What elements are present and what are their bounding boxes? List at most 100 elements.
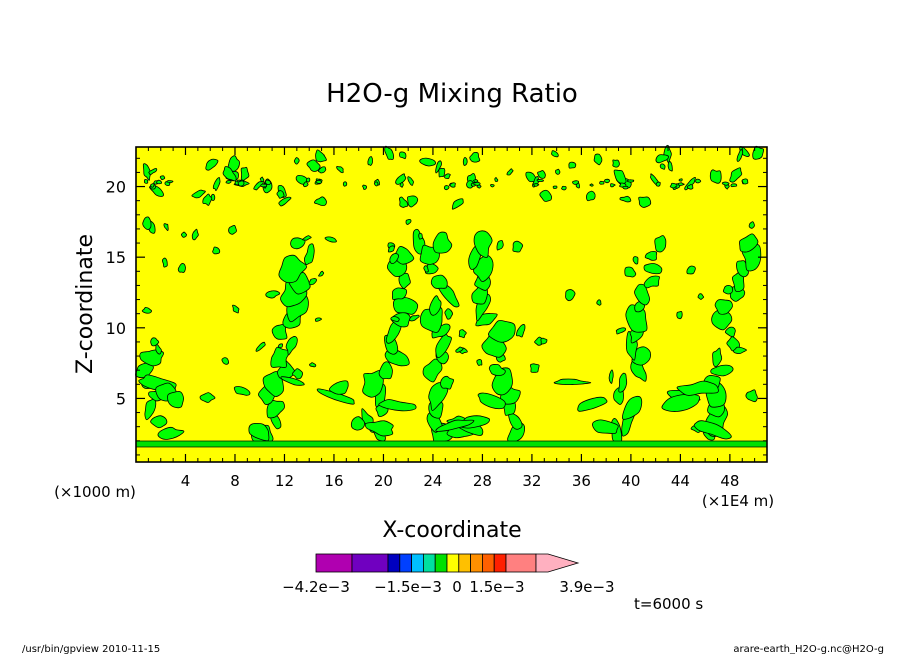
y-tick-label-1: 10 (106, 319, 126, 338)
contour-blob-97 (714, 299, 733, 315)
contour-blob-247 (619, 195, 632, 203)
contour-blob-308 (677, 182, 685, 186)
contour-blob-164 (596, 299, 602, 306)
x-tick-label-11: 48 (720, 472, 739, 490)
y-unit-label: (×1000 m) (54, 483, 136, 501)
plot-frame (135, 146, 768, 463)
contour-blob-103 (199, 392, 216, 403)
contour-blob-2 (144, 398, 157, 421)
x-tick-label-6: 28 (473, 472, 492, 490)
contour-blob-33 (393, 296, 419, 315)
contour-blob-205 (612, 159, 620, 168)
contour-blob-202 (585, 190, 596, 202)
contour-blob-178 (387, 245, 395, 253)
x-tick-label-5: 24 (423, 472, 442, 490)
contour-blob-159 (212, 246, 221, 255)
y-tick-label-0: 5 (116, 389, 126, 408)
contour-blob-136 (389, 253, 400, 265)
contour-blob-236 (469, 151, 481, 163)
y-tick-label-3: 20 (106, 178, 126, 197)
contour-blob-217 (407, 176, 414, 186)
contour-blob-123 (693, 420, 732, 440)
contour-blob-288 (443, 185, 450, 191)
contour-blob-133 (732, 346, 747, 355)
contour-blob-114 (248, 422, 270, 442)
contour-blob-171 (232, 304, 240, 314)
contour-blob-279 (589, 183, 594, 187)
contour-blob-162 (221, 357, 230, 365)
contour-blob-100 (736, 260, 749, 278)
contour-blob-34 (391, 287, 408, 300)
contour-blob-220 (399, 151, 407, 160)
contour-blob-14 (285, 336, 298, 356)
contour-blob-289 (260, 183, 268, 188)
contour-blob-231 (313, 196, 327, 206)
contour-blob-147 (228, 224, 237, 235)
x-axis-label: X-coordinate (382, 518, 521, 543)
contour-blob-56 (508, 413, 523, 430)
contour-blob-155 (540, 337, 548, 345)
colorbar-segment-5 (422, 553, 436, 573)
contour-blob-242 (568, 161, 577, 169)
contour-blob-46 (435, 333, 452, 359)
contour-blob-273 (536, 178, 544, 182)
contour-blob-21 (303, 243, 315, 266)
contour-blob-143 (515, 324, 526, 338)
contour-blob-234 (222, 166, 237, 182)
colorbar-segment-4 (411, 553, 424, 573)
contour-blob-121 (745, 389, 758, 403)
contour-blob-135 (314, 317, 322, 322)
contour-blob-9 (266, 399, 285, 419)
surface-band (135, 440, 768, 448)
contour-blob-294 (669, 182, 678, 189)
y-axis-ticks: 5 10 15 20 (106, 157, 767, 456)
contour-blob-158 (409, 314, 420, 322)
contour-blob-226 (537, 170, 546, 179)
contour-blob-175 (255, 341, 266, 352)
contour-blob-213 (659, 163, 666, 170)
contour-blob-201 (736, 149, 744, 162)
colorbar-segment-6 (434, 553, 448, 573)
contour-blob-222 (451, 198, 464, 210)
contour-blob-177 (390, 316, 400, 322)
contour-blob-27 (362, 369, 384, 398)
colorbar-segment-7 (446, 553, 460, 573)
contour-blob-170 (608, 369, 614, 384)
contour-blob-246 (293, 157, 300, 165)
contour-blob-309 (741, 178, 749, 185)
contour-blob-286 (164, 181, 171, 187)
contour-blob-140 (308, 278, 317, 286)
colorbar-segment-0 (315, 553, 353, 573)
contour-blob-110 (477, 392, 506, 410)
contour-blob-142 (265, 290, 281, 299)
contour-blob-139 (676, 310, 683, 320)
colorbar-segment-3 (399, 553, 412, 573)
contour-blob-267 (730, 183, 738, 188)
footer-right: arare-earth_H2O-g.nc@H2O-g (733, 644, 884, 654)
colorbar-segment-12 (505, 553, 537, 573)
colorbar-arrow (535, 553, 580, 573)
contour-blob-248 (148, 167, 158, 176)
contour-blob-1 (150, 415, 168, 429)
contour-blob-134 (496, 240, 504, 251)
contour-blob-146 (177, 263, 186, 273)
contour-blob-292 (604, 178, 610, 184)
contour-blob-301 (156, 179, 163, 185)
contour-blob-165 (458, 329, 467, 339)
contour-blob-167 (142, 216, 152, 231)
contour-blob-250 (438, 167, 446, 178)
colorbar-labels: −4.2e−3 −1.5e−3 0 1.5e−3 3.9e−3 (282, 578, 614, 596)
contour-blob-108 (316, 388, 355, 405)
colorbar-label-4: 3.9e−3 (559, 578, 614, 596)
contour-blob-144 (697, 293, 705, 300)
contour-blob-272 (678, 178, 683, 182)
contour-blob-270 (399, 181, 404, 188)
contour-blob-265 (599, 180, 605, 185)
contour-blob-161 (444, 308, 454, 320)
contour-blob-129 (565, 289, 576, 302)
contour-blob-256 (259, 176, 265, 182)
contour-blob-253 (317, 166, 327, 174)
contour-blob-128 (378, 399, 417, 412)
time-label: t=6000 s (634, 595, 703, 613)
